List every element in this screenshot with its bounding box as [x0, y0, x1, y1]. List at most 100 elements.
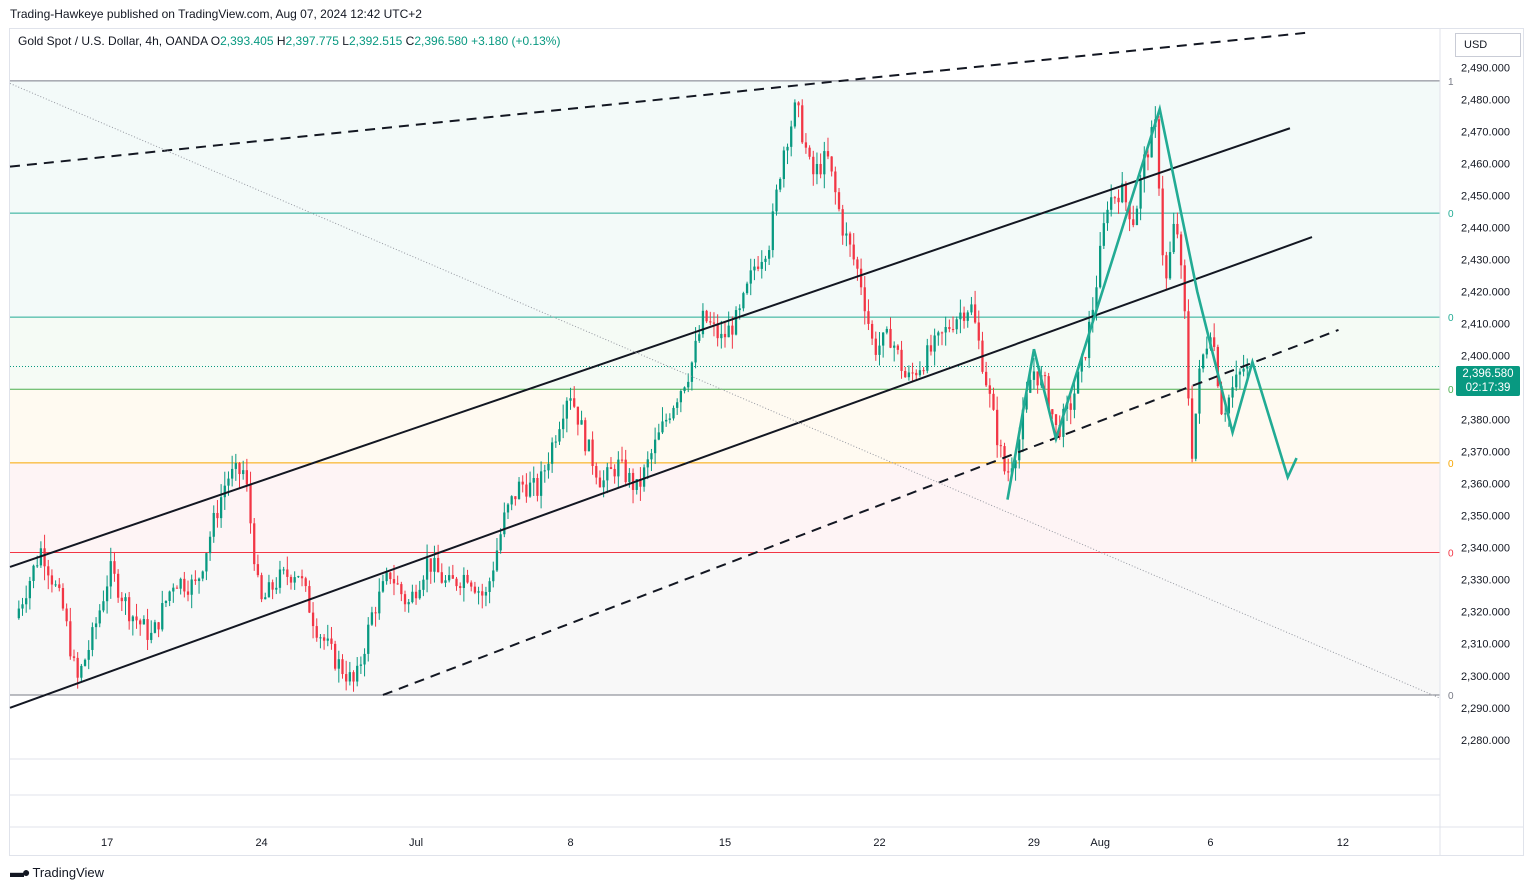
- open-value: 2,393.405: [220, 34, 274, 48]
- candle-body: [411, 591, 414, 603]
- candle-body: [142, 619, 146, 625]
- candle-body: [481, 591, 484, 596]
- candle-body: [1231, 387, 1234, 398]
- candle-body: [882, 332, 885, 346]
- candle-body: [709, 321, 712, 323]
- candle-body: [98, 610, 101, 624]
- candle-body: [341, 659, 344, 675]
- candle-body: [381, 581, 385, 592]
- candle-body: [539, 471, 543, 496]
- fib-lines: 1 0 0 0 0 0 0: [10, 77, 1454, 702]
- candle-body: [50, 575, 54, 585]
- candle-body: [635, 479, 638, 490]
- candle-body: [867, 311, 870, 324]
- candle-body: [852, 244, 855, 260]
- candle-body: [944, 327, 947, 333]
- time-tick-label: 15: [719, 837, 731, 849]
- candle-body: [47, 566, 50, 576]
- candle-body: [54, 584, 57, 586]
- candle-body: [484, 591, 488, 596]
- candle-body: [668, 418, 671, 420]
- time-tick-label: 17: [101, 837, 113, 849]
- price-tick-label: 2,350.000: [1461, 511, 1510, 523]
- candle-body: [937, 332, 940, 336]
- candle-body: [723, 333, 727, 338]
- candle-body: [407, 602, 410, 605]
- candle-body: [977, 322, 980, 341]
- candle-body: [804, 142, 808, 148]
- candle-body: [227, 478, 230, 486]
- candle-body: [841, 209, 844, 236]
- candle-body: [219, 497, 223, 519]
- bar-countdown: 02:17:39: [1465, 382, 1511, 394]
- candle-body: [1054, 414, 1058, 426]
- candle-body: [1179, 234, 1183, 266]
- candle-body: [1084, 357, 1087, 359]
- candle-body: [319, 637, 322, 639]
- candle-body: [69, 621, 72, 657]
- candle-body: [150, 632, 153, 640]
- candle-body: [172, 587, 175, 592]
- candle-body: [164, 600, 168, 604]
- candle-body: [58, 584, 61, 589]
- change-value: +3.180 (+0.13%): [471, 34, 561, 48]
- candle-body: [448, 575, 451, 581]
- candle-body: [72, 656, 76, 658]
- candle-body: [311, 612, 315, 627]
- high-value: 2,397.775: [285, 34, 339, 48]
- candle-body: [345, 674, 348, 682]
- candle-body: [109, 561, 112, 587]
- candle-body: [238, 463, 241, 475]
- candle-body: [973, 304, 977, 323]
- tradingview-logo[interactable]: ▬● TradingView: [10, 864, 104, 880]
- candle-body: [1238, 371, 1242, 375]
- candle-body: [584, 420, 587, 452]
- candle-body: [922, 370, 925, 372]
- price-tick-label: 2,290.000: [1461, 703, 1510, 715]
- time-tick-label: Jul: [409, 837, 423, 849]
- candle-body: [624, 459, 627, 483]
- candle-body: [337, 659, 340, 669]
- price-tick-label: 2,330.000: [1461, 575, 1510, 587]
- candle-body: [113, 561, 116, 574]
- candle-body: [131, 616, 134, 622]
- pattern-line: [1006, 103, 1298, 500]
- candle-body: [543, 470, 546, 472]
- candle-body: [797, 102, 800, 106]
- trendline: [382, 329, 1339, 696]
- candle-body: [275, 587, 278, 590]
- candle-body: [1224, 413, 1227, 415]
- candle-body: [83, 659, 87, 666]
- chart-frame: [9, 28, 1524, 856]
- candle-body: [1150, 127, 1153, 158]
- candle-body: [495, 550, 499, 571]
- candle-body: [1235, 374, 1238, 388]
- candle-body: [558, 429, 561, 442]
- price-tick-label: 2,490.000: [1461, 62, 1510, 74]
- candle-body: [631, 472, 635, 490]
- fib-band: [10, 389, 1440, 463]
- candle-body: [893, 345, 896, 348]
- symbol-legend: Gold Spot / U.S. Dollar, 4h, OANDA O2,39…: [18, 34, 560, 48]
- candle-body: [326, 638, 329, 641]
- candle-body: [1246, 366, 1249, 369]
- candle-body: [676, 402, 679, 408]
- candle-body: [617, 459, 620, 477]
- candle-body: [536, 478, 539, 496]
- candle-body: [812, 156, 815, 175]
- candle-body: [1165, 255, 1168, 279]
- price-tick-label: 2,410.000: [1461, 319, 1510, 331]
- candle-body: [1117, 197, 1120, 203]
- candle-body: [532, 478, 535, 483]
- candle-body: [815, 163, 819, 175]
- candle-body: [959, 312, 962, 320]
- candle-body: [554, 441, 557, 443]
- currency-selector[interactable]: USD: [1455, 33, 1521, 57]
- candle-body: [359, 664, 363, 666]
- candle-body: [1073, 393, 1076, 410]
- candle-body: [591, 439, 594, 466]
- candle-body: [201, 571, 204, 579]
- time-axis: 17 24 Jul 8 15 22 29 Aug 6 12: [10, 758, 1524, 849]
- last-price-value: 2,396.580: [1462, 368, 1514, 380]
